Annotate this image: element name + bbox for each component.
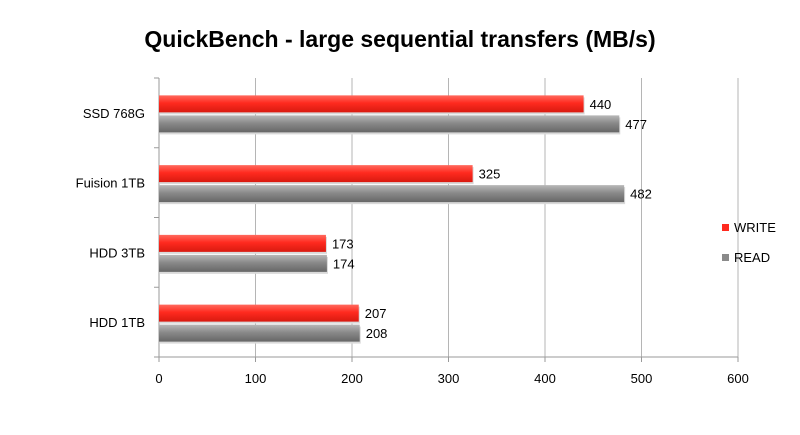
legend-label-write: WRITE [734,220,776,235]
y-category-label: HDD 1TB [89,315,145,330]
bars [159,95,626,344]
bar-read [159,254,327,272]
x-tick-label-500: 500 [631,371,653,386]
x-tick-label-100: 100 [245,371,267,386]
x-tick-label-600: 600 [727,371,749,386]
bar-write [159,234,326,252]
x-tick-label-0: 0 [155,371,162,386]
data-label-read: 482 [630,187,652,202]
legend-item-write: WRITE [722,220,776,236]
data-label-write: 325 [479,167,501,182]
data-label-write: 173 [332,236,354,251]
x-tick-label-400: 400 [534,371,556,386]
data-label-read: 174 [333,256,355,271]
legend-item-read: READ [722,250,770,266]
y-category-label: HDD 3TB [89,245,145,260]
data-label-write: 440 [590,97,612,112]
bar-write [159,95,584,113]
legend-label-read: READ [734,250,771,265]
legend-swatch-write [722,224,729,232]
legend-swatch-read [722,254,729,262]
bar-write [159,304,359,322]
bar-read [159,115,620,133]
y-category-label: SSD 768G [83,106,145,121]
bar-read [159,324,360,342]
y-category-label: Fuision 1TB [76,176,145,191]
data-label-read: 208 [366,326,388,341]
bar-read [159,185,625,203]
x-tick-label-300: 300 [438,371,460,386]
chart-title: QuickBench - large sequential transfers … [144,26,656,52]
bar-write [159,165,473,183]
x-tick-label-200: 200 [341,371,363,386]
labels: 0 100 200 300 400 500 600 SSD 768G 440 477 Fuision… [76,97,749,386]
data-label-read: 477 [625,117,647,132]
data-label-write: 207 [365,306,387,321]
